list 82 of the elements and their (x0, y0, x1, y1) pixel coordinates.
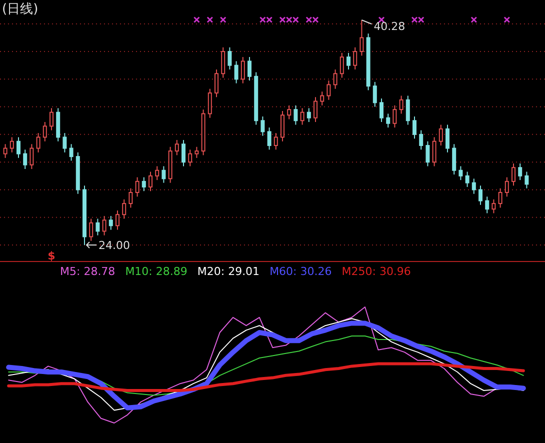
candlestick (240, 56, 245, 84)
candlestick (69, 144, 74, 162)
candlestick (182, 139, 186, 167)
candlestick (274, 132, 278, 150)
candlestick (122, 198, 126, 220)
candlestick (174, 139, 179, 156)
text: M10: 28.89 (125, 265, 188, 278)
candlestick (438, 124, 443, 146)
candlestick (155, 166, 160, 181)
candlestick (485, 196, 490, 214)
candlestick (148, 171, 152, 192)
candlestick (116, 210, 120, 230)
candlestick (406, 95, 410, 126)
candlestick (89, 218, 94, 242)
candlestick (135, 176, 140, 198)
candlestick (267, 127, 272, 150)
candlestick (287, 104, 292, 120)
candlestick (492, 198, 496, 214)
candlestick (446, 124, 450, 153)
candlestick (380, 98, 384, 122)
candlestick (498, 188, 502, 208)
candlestick (10, 136, 14, 153)
candlestick (432, 136, 436, 167)
candlestick (504, 176, 509, 198)
candlestick (300, 108, 304, 126)
candlestick (128, 188, 133, 208)
candlestick (346, 52, 350, 70)
candlestick (62, 132, 67, 153)
candlestick (326, 80, 331, 100)
candlestick (280, 110, 284, 142)
candlestick (386, 113, 390, 128)
candlestick (340, 52, 344, 78)
candlestick (30, 144, 34, 170)
candlestick (524, 171, 529, 189)
candlestick (208, 88, 212, 118)
candlestick (465, 171, 470, 188)
candlestick (142, 176, 146, 192)
candlestick (372, 81, 377, 108)
candlestick (314, 96, 318, 122)
candlestick (228, 46, 232, 70)
candlestick (23, 149, 28, 170)
candlestick (426, 140, 430, 167)
candlestick (3, 144, 8, 158)
text: M20: 29.01 (197, 265, 260, 278)
candlestick (162, 166, 166, 184)
candlestick (518, 162, 522, 181)
candlestick (50, 108, 54, 131)
candlestick (248, 56, 252, 82)
candlestick (360, 20, 364, 56)
candlestick (458, 166, 463, 181)
candlestick (294, 104, 298, 126)
candlestick (194, 146, 199, 158)
text: M250: 30.96 (342, 265, 411, 278)
candlestick (306, 108, 311, 122)
candlestick (419, 130, 424, 150)
candlestick (188, 149, 192, 167)
text: $ (48, 250, 56, 263)
candlestick (260, 116, 265, 136)
candlestick (221, 46, 226, 78)
candlestick (214, 68, 218, 98)
candlestick (96, 218, 100, 236)
annotation: 24.00 (98, 239, 130, 252)
candlestick (320, 91, 324, 106)
candlestick (472, 178, 476, 194)
candlestick (399, 95, 404, 114)
candlestick (392, 104, 397, 128)
candlestick (16, 136, 20, 158)
candlestick (36, 132, 40, 153)
text: M60: 30.26 (270, 265, 332, 278)
candlestick (478, 185, 482, 206)
candlestick (512, 162, 516, 186)
candlestick (108, 215, 113, 230)
candlestick (452, 144, 456, 176)
candlestick (102, 215, 106, 236)
candlestick (333, 68, 338, 90)
candlestick (234, 60, 238, 84)
candlestick (353, 46, 358, 70)
annotation: 40.28 (374, 20, 406, 33)
candlestick (42, 121, 47, 142)
chart-title: (日线) (2, 2, 38, 17)
text: M5: 28.78 (60, 265, 116, 278)
candlestick (412, 116, 416, 140)
